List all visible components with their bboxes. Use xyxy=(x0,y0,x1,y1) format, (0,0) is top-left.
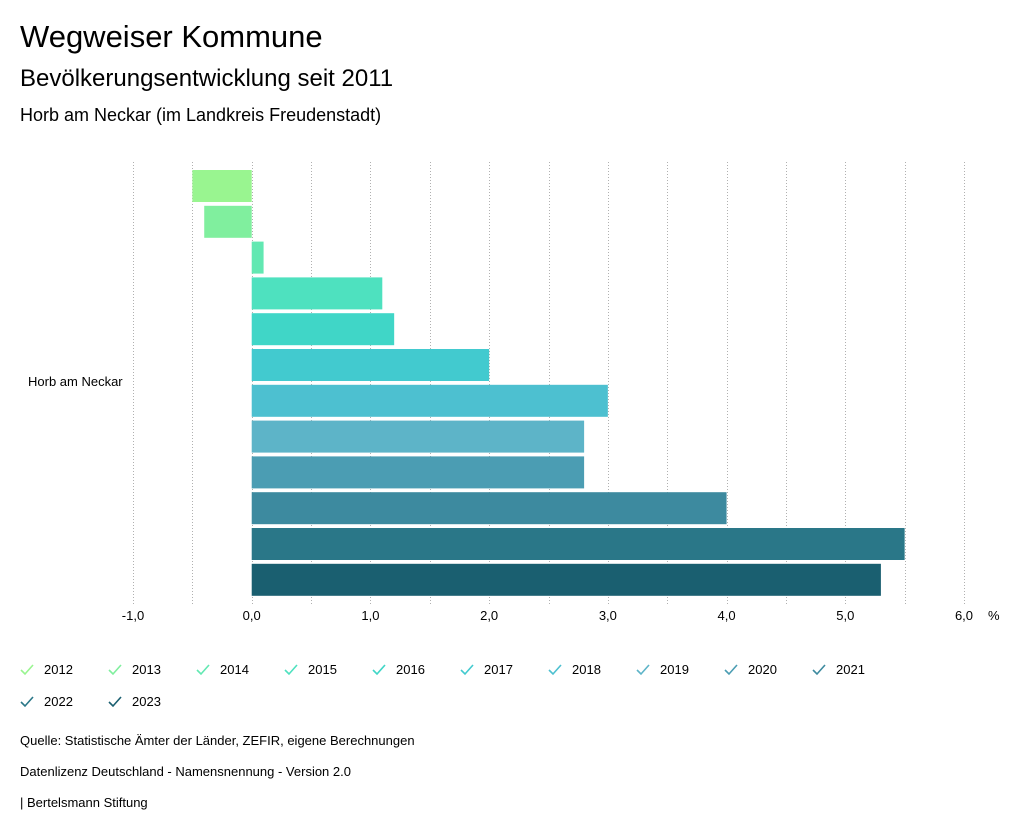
bar-2013[interactable] xyxy=(204,205,252,238)
license-note: Datenlizenz Deutschland - Namensnennung … xyxy=(20,764,351,779)
bar-2017[interactable] xyxy=(251,349,490,381)
legend-label: 2023 xyxy=(132,694,161,709)
check-icon xyxy=(636,664,650,676)
x-tick-label: 6,0 xyxy=(955,608,973,623)
x-tick-label: 3,0 xyxy=(599,608,617,623)
bar-2016[interactable] xyxy=(251,313,395,346)
legend-label: 2016 xyxy=(396,662,425,677)
check-icon xyxy=(548,664,562,676)
check-icon xyxy=(20,664,34,676)
bar-2014[interactable] xyxy=(251,241,264,274)
bar-2012[interactable] xyxy=(192,170,252,202)
legend-label: 2013 xyxy=(132,662,161,677)
chart-subtitle: Bevölkerungsentwicklung seit 2011 xyxy=(20,65,394,92)
x-tick-label: 0,0 xyxy=(243,608,261,623)
check-icon xyxy=(372,664,386,676)
x-tick-label: 1,0 xyxy=(361,608,379,623)
bar-2015[interactable] xyxy=(251,277,383,310)
x-axis-unit: % xyxy=(988,608,1000,623)
region-label: Horb am Neckar (im Landkreis Freudenstad… xyxy=(20,105,382,125)
check-icon xyxy=(812,664,826,676)
bar-2020[interactable] xyxy=(251,456,585,489)
x-tick-label: -1,0 xyxy=(122,608,144,623)
check-icon xyxy=(196,664,210,676)
bar-2019[interactable] xyxy=(251,420,585,453)
x-tick-label: 5,0 xyxy=(836,608,854,623)
legend-label: 2017 xyxy=(484,662,513,677)
legend-label: 2022 xyxy=(44,694,73,709)
check-icon xyxy=(20,696,34,708)
chart-title: Wegweiser Kommune xyxy=(20,19,323,54)
check-icon xyxy=(460,664,474,676)
x-tick-label: 2,0 xyxy=(480,608,498,623)
legend-label: 2012 xyxy=(44,662,73,677)
bar-2023[interactable] xyxy=(251,563,881,596)
check-icon xyxy=(108,664,122,676)
bar-chart: Horb am Neckar -1,0 0,0 1,0 2,0 3,0 4,0 5,0 6,0% xyxy=(28,162,1000,623)
bar-2021[interactable] xyxy=(251,492,727,525)
bar-2018[interactable] xyxy=(251,384,608,417)
legend-label: 2014 xyxy=(220,662,249,677)
category-label: Horb am Neckar xyxy=(28,374,123,389)
publisher-note: | Bertelsmann Stiftung xyxy=(20,795,148,810)
legend-label: 2018 xyxy=(572,662,601,677)
legend-label: 2020 xyxy=(748,662,777,677)
check-icon xyxy=(108,696,122,708)
bar-2022[interactable] xyxy=(251,528,905,560)
check-icon xyxy=(284,664,298,676)
x-tick-label: 4,0 xyxy=(718,608,736,623)
legend-label: 2021 xyxy=(836,662,865,677)
legend-label: 2019 xyxy=(660,662,689,677)
legend-label: 2015 xyxy=(308,662,337,677)
source-note: Quelle: Statistische Ämter der Länder, Z… xyxy=(20,733,415,748)
check-icon xyxy=(724,664,738,676)
